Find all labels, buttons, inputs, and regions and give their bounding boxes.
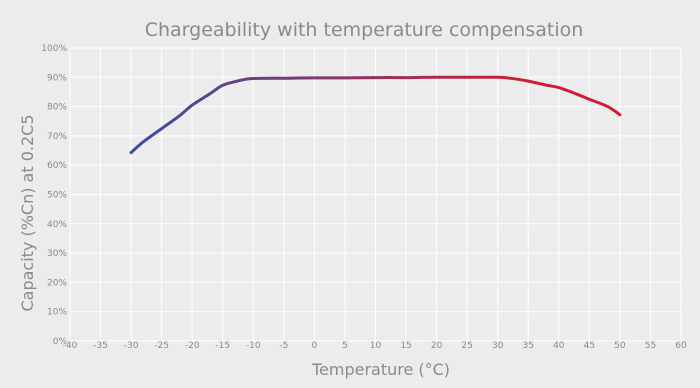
y-tick-label: 70% xyxy=(47,132,67,142)
x-tick-label: -25 xyxy=(154,341,169,351)
x-tick-label: 10 xyxy=(370,341,382,351)
x-tick-label: 50 xyxy=(614,341,626,351)
x-tick-label: -20 xyxy=(185,341,200,351)
x-tick-label: -35 xyxy=(93,341,108,351)
chart-title: Chargeability with temperature compensat… xyxy=(145,19,584,41)
x-axis-title: Temperature (°C) xyxy=(311,360,450,379)
series-line xyxy=(129,75,622,155)
y-tick-label: 0% xyxy=(53,337,68,347)
x-tick-label: 25 xyxy=(461,341,472,351)
x-tick-label: 20 xyxy=(431,341,443,351)
x-tick-label: -10 xyxy=(246,341,261,351)
x-tick-label: 60 xyxy=(675,341,687,351)
y-tick-label: 80% xyxy=(47,103,67,113)
x-tick-label: -15 xyxy=(215,341,230,351)
x-axis-ticks: -40 -35 -30 -25 -20 -15 -10 -5 0 5 10 15 20 25 30 35 40 4… xyxy=(63,341,687,351)
y-tick-label: 40% xyxy=(47,220,67,230)
y-tick-label: 90% xyxy=(47,73,67,83)
x-tick-label: 0 xyxy=(312,341,318,351)
y-tick-label: 100% xyxy=(41,44,67,54)
y-axis-ticks: 0% 10% 20% 30% 40% 50% 60% 70% 80% 90% 100% xyxy=(41,44,67,347)
x-tick-label: 35 xyxy=(523,341,534,351)
y-tick-label: 60% xyxy=(47,161,67,171)
y-tick-label: 10% xyxy=(47,308,67,318)
y-tick-label: 30% xyxy=(47,249,67,259)
x-tick-label: 15 xyxy=(400,341,411,351)
x-tick-label: 55 xyxy=(645,341,656,351)
x-tick-label: 5 xyxy=(342,341,348,351)
x-tick-label: -5 xyxy=(279,341,288,351)
x-tick-label: 30 xyxy=(492,341,504,351)
x-tick-label: -30 xyxy=(124,341,139,351)
x-tick-label: -40 xyxy=(63,341,78,351)
y-axis-title: Capacity (%Cn) at 0.2C5 xyxy=(18,114,37,311)
grid-layer xyxy=(69,47,682,342)
x-tick-label: 40 xyxy=(553,341,565,351)
x-tick-label: 45 xyxy=(584,341,595,351)
y-tick-label: 20% xyxy=(47,278,67,288)
y-tick-label: 50% xyxy=(47,191,67,201)
